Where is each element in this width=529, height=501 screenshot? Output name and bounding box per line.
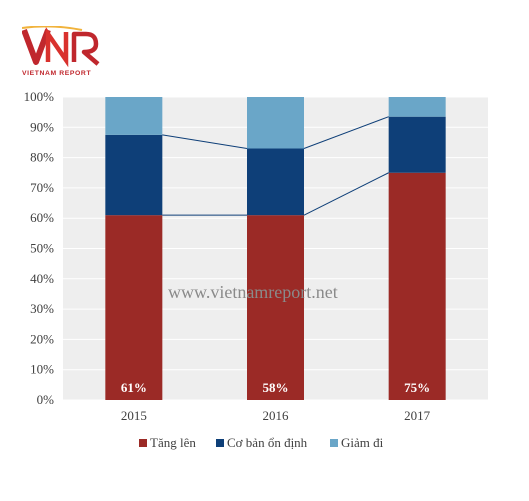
y-tick-label: 40% — [30, 271, 54, 286]
bar-segment — [247, 148, 304, 216]
y-tick-label: 20% — [30, 331, 54, 346]
legend-label: Cơ bản ổn định — [227, 435, 308, 450]
bar-segment — [105, 97, 163, 135]
x-tick-label: 2015 — [121, 408, 147, 423]
series-lines — [162, 116, 389, 216]
x-axis: 2015 2016 2017 — [121, 408, 431, 423]
x-tick-label: 2017 — [404, 408, 431, 423]
y-tick-label: 30% — [30, 301, 54, 316]
y-tick-label: 70% — [30, 180, 54, 195]
series-line — [303, 172, 389, 216]
y-axis: 0% 10% 20% 30% 40% 50% 60% 70% 80% 90% 100% — [24, 89, 55, 407]
legend-label: Giảm đi — [341, 435, 384, 450]
legend-swatch — [139, 439, 147, 447]
bar-segment — [388, 116, 446, 173]
y-tick-label: 50% — [30, 241, 54, 256]
bar-segment — [388, 172, 446, 400]
legend-label: Tăng lên — [150, 435, 196, 450]
bar-segment — [105, 134, 163, 216]
data-labels: 61% 58% 75% — [121, 380, 430, 395]
legend: Tăng lên Cơ bản ổn định Giảm đi — [139, 435, 384, 450]
y-tick-label: 10% — [30, 362, 54, 377]
bars — [105, 97, 446, 400]
x-tick-label: 2016 — [263, 408, 290, 423]
data-label: 75% — [404, 380, 430, 395]
bar-segment — [105, 215, 163, 400]
logo-subtitle: VIETNAM REPORT — [22, 70, 91, 77]
legend-swatch — [330, 439, 338, 447]
y-tick-label: 60% — [30, 210, 54, 225]
y-tick-label: 100% — [24, 89, 55, 104]
bar-segment — [247, 215, 304, 400]
series-line — [303, 116, 389, 149]
series-line — [162, 134, 248, 150]
data-label: 61% — [121, 380, 147, 395]
y-tick-label: 0% — [37, 392, 55, 407]
y-tick-label: 80% — [30, 150, 54, 165]
y-tick-label: 90% — [30, 119, 54, 134]
legend-swatch — [216, 439, 224, 447]
bar-segment — [388, 97, 446, 117]
watermark: www.vietnamreport.net — [168, 282, 338, 302]
bar-segment — [247, 97, 304, 149]
data-label: 58% — [263, 380, 289, 395]
vietnam-report-logo: VIETNAM REPORT — [22, 26, 100, 77]
